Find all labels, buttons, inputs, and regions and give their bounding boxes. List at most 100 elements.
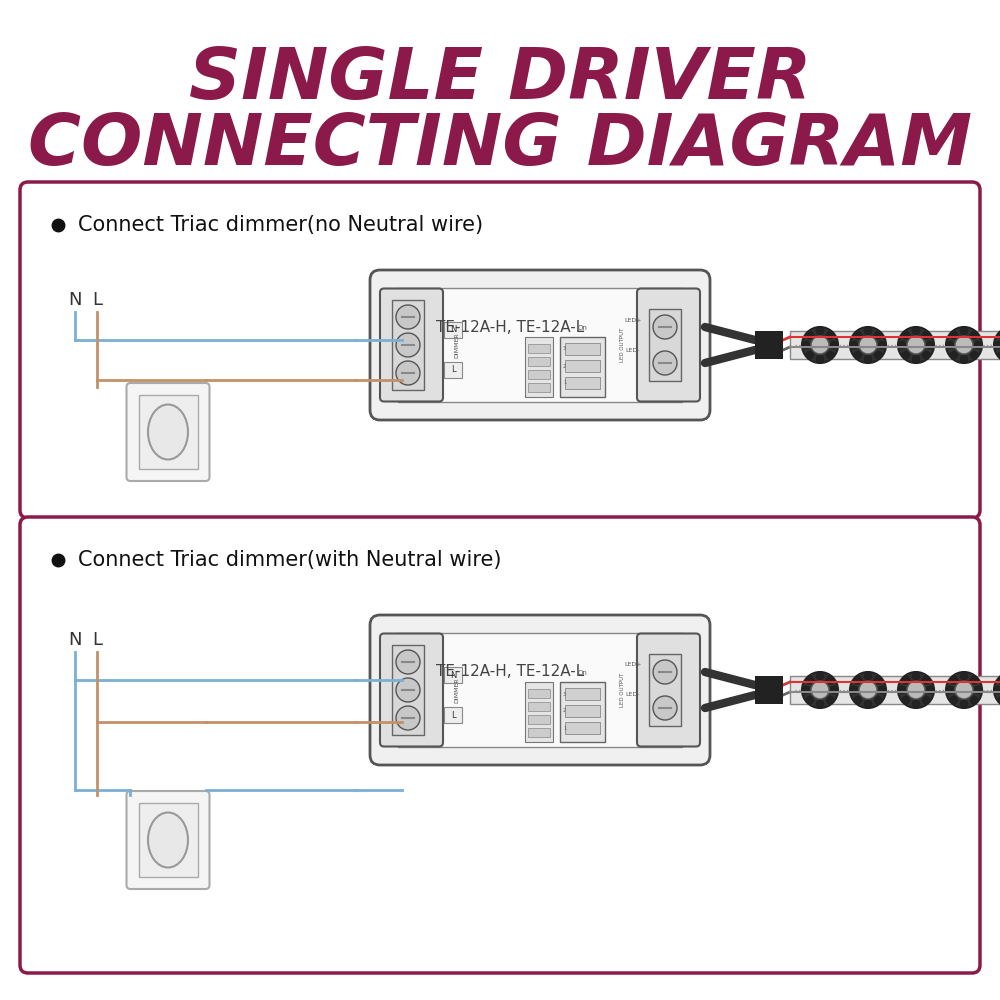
Text: N: N [450, 326, 456, 334]
Text: 1: 1 [563, 380, 566, 385]
Circle shape [653, 660, 677, 684]
FancyBboxPatch shape [126, 383, 210, 481]
Bar [444, 322, 462, 338]
Circle shape [960, 700, 968, 708]
Circle shape [826, 696, 834, 704]
Circle shape [806, 351, 814, 359]
Circle shape [994, 327, 1000, 363]
Bar [444, 707, 462, 723]
Bar [138, 395, 198, 469]
Bar [565, 688, 600, 700]
Bar [444, 667, 462, 683]
Bar [565, 360, 600, 372]
Circle shape [850, 672, 886, 708]
Circle shape [912, 355, 920, 363]
Circle shape [970, 331, 978, 339]
Circle shape [950, 696, 958, 704]
Circle shape [830, 686, 838, 694]
Circle shape [998, 331, 1000, 339]
FancyBboxPatch shape [370, 615, 710, 765]
Circle shape [859, 336, 877, 354]
Text: LED-: LED- [626, 692, 640, 698]
Bar [560, 682, 605, 742]
Bar [565, 377, 600, 389]
Bar [528, 702, 550, 711]
Bar [528, 357, 550, 366]
Circle shape [998, 696, 1000, 704]
Circle shape [974, 686, 982, 694]
FancyBboxPatch shape [20, 182, 980, 518]
Circle shape [396, 706, 420, 730]
Bar [392, 300, 424, 390]
Text: SINGLE DRIVER: SINGLE DRIVER [189, 45, 811, 114]
Circle shape [816, 700, 824, 708]
Circle shape [970, 351, 978, 359]
FancyBboxPatch shape [20, 517, 980, 973]
Bar [392, 645, 424, 735]
Circle shape [922, 331, 930, 339]
Circle shape [802, 672, 838, 708]
Circle shape [898, 672, 934, 708]
Circle shape [907, 336, 925, 354]
Circle shape [902, 331, 910, 339]
Text: L: L [451, 710, 455, 720]
Bar [565, 705, 600, 717]
Text: TE-12A-H, TE-12A-L: TE-12A-H, TE-12A-L [436, 664, 584, 680]
Circle shape [396, 305, 420, 329]
Text: L: L [92, 291, 102, 309]
Circle shape [960, 327, 968, 335]
Circle shape [907, 681, 925, 699]
Bar [528, 370, 550, 379]
Bar [790, 676, 1000, 704]
Circle shape [850, 686, 858, 694]
Circle shape [816, 355, 824, 363]
Ellipse shape [148, 812, 188, 867]
Circle shape [806, 676, 814, 684]
Text: 1: 1 [563, 726, 566, 730]
Circle shape [864, 700, 872, 708]
Circle shape [850, 327, 886, 363]
Circle shape [912, 700, 920, 708]
Bar [398, 288, 682, 402]
Bar [444, 362, 462, 378]
Circle shape [950, 676, 958, 684]
Circle shape [912, 672, 920, 680]
Text: On: On [578, 670, 587, 676]
Text: Connect Triac dimmer(with Neutral wire): Connect Triac dimmer(with Neutral wire) [78, 550, 502, 570]
Bar [560, 337, 605, 397]
Text: DIMMER: DIMMER [454, 332, 460, 358]
Circle shape [946, 672, 982, 708]
Circle shape [653, 696, 677, 720]
Circle shape [816, 327, 824, 335]
Circle shape [874, 331, 882, 339]
Circle shape [912, 327, 920, 335]
Bar [525, 682, 553, 742]
Circle shape [998, 676, 1000, 684]
Circle shape [926, 686, 934, 694]
FancyBboxPatch shape [380, 288, 443, 401]
Circle shape [960, 355, 968, 363]
Bar [525, 337, 553, 397]
Text: LED+: LED+ [624, 662, 642, 668]
Text: N: N [68, 291, 82, 309]
Circle shape [802, 686, 810, 694]
Circle shape [946, 327, 982, 363]
Text: L: L [92, 631, 102, 649]
Circle shape [854, 676, 862, 684]
Circle shape [864, 672, 872, 680]
Circle shape [830, 341, 838, 349]
Circle shape [994, 672, 1000, 708]
Text: 2: 2 [563, 363, 566, 368]
Circle shape [826, 351, 834, 359]
Circle shape [970, 676, 978, 684]
Circle shape [950, 351, 958, 359]
Bar [528, 715, 550, 724]
Circle shape [950, 331, 958, 339]
Circle shape [902, 676, 910, 684]
Circle shape [960, 672, 968, 680]
Circle shape [874, 351, 882, 359]
Text: TE-12A-H, TE-12A-L: TE-12A-H, TE-12A-L [436, 320, 584, 334]
Text: LED OUTPUT: LED OUTPUT [620, 673, 626, 707]
Bar [565, 343, 600, 355]
FancyBboxPatch shape [380, 634, 443, 746]
